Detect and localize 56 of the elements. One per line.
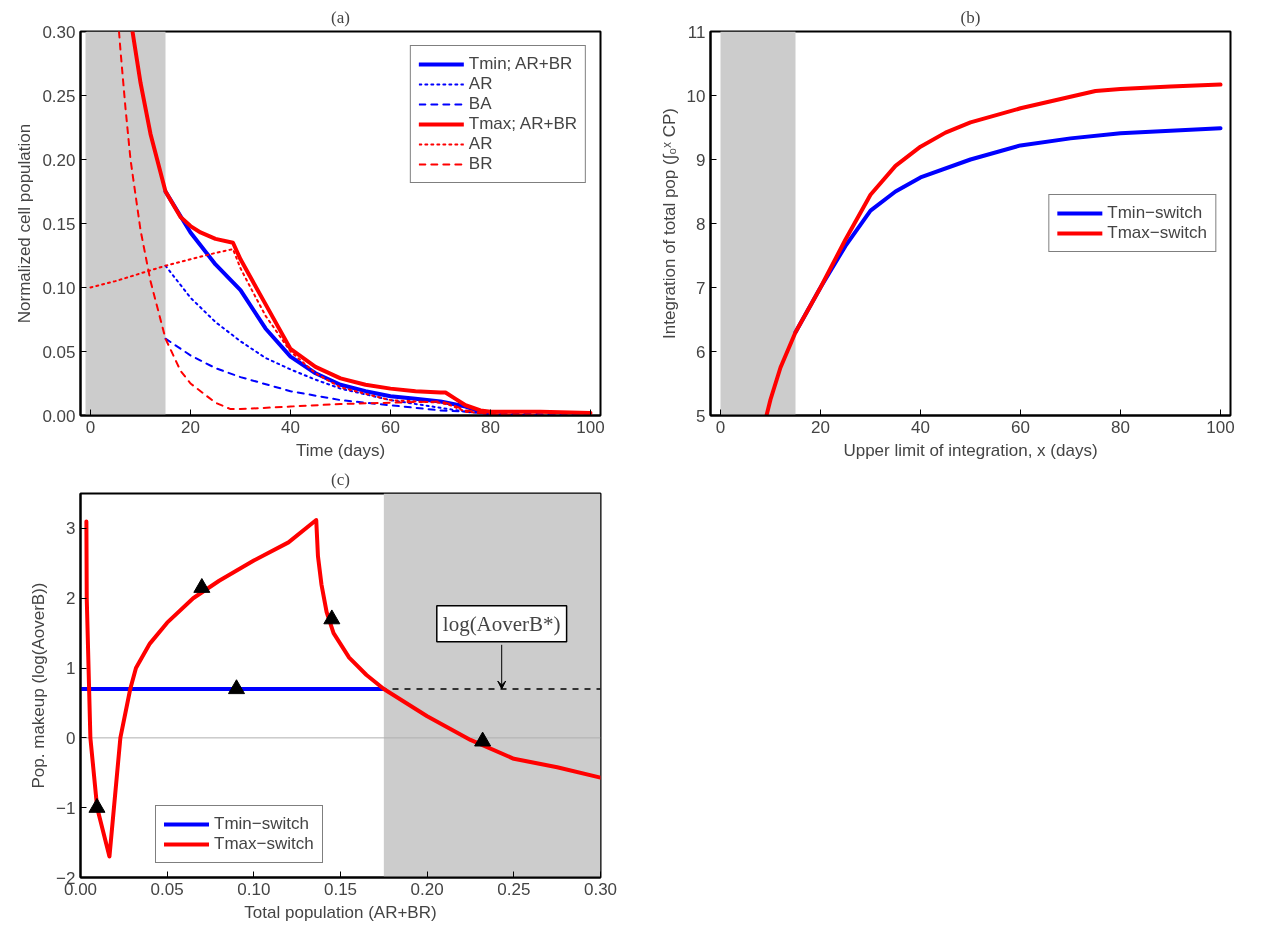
legend-label: Tmax−switch: [1107, 223, 1207, 243]
legend-label: BR: [468, 154, 493, 174]
legend-label: Tmax−switch: [214, 834, 314, 854]
x-tick-label: 100: [1206, 417, 1235, 437]
y-axis-title: Pop. makeup (log(AoverB)): [29, 582, 49, 789]
x-tick-label: 20: [811, 417, 830, 437]
legend-label: Tmin−switch: [1107, 203, 1203, 223]
y-axis-title: Normalized cell population: [15, 123, 35, 324]
y-tick-label: 6: [696, 342, 706, 362]
legend-label: Tmin; AR+BR: [468, 54, 573, 74]
x-tick-label: 0: [715, 417, 726, 437]
y-tick-label: 8: [696, 214, 706, 234]
y-tick-label: 0.05: [42, 342, 76, 362]
x-tick-label: 0.15: [323, 879, 358, 899]
x-tick-label: 0: [85, 417, 96, 437]
x-tick-label: 0.30: [583, 879, 618, 899]
x-axis-title: Total population (AR+BR): [244, 902, 437, 922]
y-tick-label: 10: [686, 86, 706, 106]
ref-line-label: log(AoverB*): [442, 611, 561, 636]
x-tick-label: 80: [481, 417, 500, 437]
legend-label: BA: [468, 94, 492, 114]
x-tick-label: 80: [1111, 417, 1130, 437]
x-tick-label: 100: [576, 417, 605, 437]
y-tick-label: 3: [66, 519, 76, 539]
x-tick-label: 40: [281, 417, 300, 437]
x-tick-label: 40: [911, 417, 930, 437]
y-tick-label: 0: [66, 728, 76, 748]
legend-label: Tmin−switch: [214, 814, 309, 834]
x-tick-label: 20: [181, 417, 200, 437]
y-tick-label: 5: [696, 406, 706, 426]
y-tick-label: −1: [56, 798, 76, 818]
x-tick-label: 60: [1011, 417, 1030, 437]
x-tick-label: 0.05: [150, 879, 184, 899]
y-tick-label: 1: [66, 659, 76, 679]
chart-title: (b): [960, 7, 981, 27]
y-tick-label: 0.10: [42, 278, 76, 298]
chart-title: (a): [331, 7, 350, 27]
y-tick-label: 0.30: [42, 22, 76, 42]
y-tick-label: 0.25: [42, 86, 76, 106]
x-axis-title: Time (days): [295, 440, 386, 460]
x-tick-label: 60: [381, 417, 400, 437]
x-axis-title: Upper limit of integration, x (days): [843, 440, 1098, 460]
y-tick-label: 0.15: [42, 214, 76, 234]
chart-title: (c): [331, 469, 350, 489]
y-tick-label: 11: [687, 22, 706, 42]
y-tick-label: 9: [696, 150, 706, 170]
y-tick-label: 0.20: [42, 150, 76, 170]
y-tick-label: 2: [66, 589, 76, 609]
y-axis-title: Integration of total pop (∫₀ˣ CP): [659, 108, 679, 339]
legend-label: Tmax; AR+BR: [468, 114, 577, 134]
legend-label: AR: [468, 134, 493, 154]
x-tick-label: 0.25: [497, 879, 531, 899]
y-tick-label: 7: [696, 278, 706, 298]
x-tick-label: 0.20: [410, 879, 444, 899]
x-tick-label: 0.10: [237, 879, 271, 899]
legend-label: AR: [468, 74, 493, 94]
